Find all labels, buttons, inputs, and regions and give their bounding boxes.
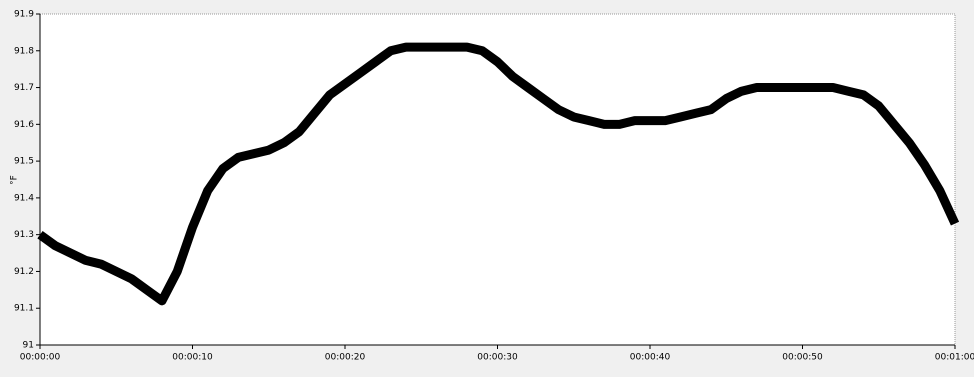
plot-area: [39, 13, 956, 346]
y-tick-label: 91.3: [14, 230, 34, 240]
y-tick-label: 91.5: [14, 157, 34, 167]
y-tick-label: 91.9: [14, 10, 34, 20]
x-tick-label: 00:00:50: [782, 353, 823, 363]
data-line: [37, 42, 960, 306]
y-tick-label: 91.6: [14, 120, 34, 130]
y-tick-label: 91.8: [14, 46, 34, 56]
x-tick-label: 00:00:20: [325, 353, 366, 363]
x-tick-label: 00:00:10: [172, 353, 213, 363]
y-tick-label: 91: [23, 341, 34, 351]
x-tick-label: 00:01:00: [935, 353, 974, 363]
y-axis-label: °F: [10, 175, 20, 185]
x-tick-label: 00:00:00: [20, 353, 61, 363]
x-tick-label: 00:00:30: [477, 353, 518, 363]
x-tick-label: 00:00:40: [630, 353, 671, 363]
y-tick-label: 91.7: [14, 83, 34, 93]
y-tick-label: 91.1: [14, 304, 34, 314]
y-tick-label: 91.4: [14, 193, 34, 203]
y-tick-label: 91.2: [14, 267, 34, 277]
